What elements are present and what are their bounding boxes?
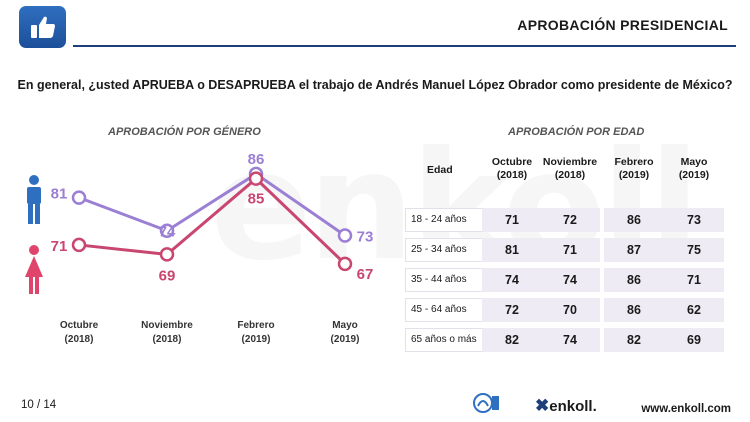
gender-line-chart: 81 74 86 73 71 69 85 67 Octubre (2018) Noviembre (… (25, 151, 374, 345)
k-mark-icon: ✖ (535, 396, 550, 415)
x-tick-label: Febrero (237, 320, 274, 331)
table-cell: 87 (604, 238, 664, 262)
col-header: Octubre (2018) (491, 156, 533, 181)
table-row: 65 años o más 82 74 82 69 (405, 328, 725, 352)
col-header: Febrero (2019) (614, 156, 654, 181)
series-line-1 (78, 176, 347, 265)
table-cell: 62 (664, 298, 724, 322)
table-cell: 74 (540, 268, 600, 292)
data-label: 81 (51, 186, 68, 203)
data-label: 85 (248, 191, 265, 208)
data-point (71, 190, 87, 205)
page-title: APROBACIÓN PRESIDENCIAL (517, 17, 728, 33)
data-label: 71 (51, 238, 68, 255)
survey-question: En general, ¿usted APRUEBA o DESAPRUEBA … (17, 78, 733, 92)
thumbs-up-icon (30, 16, 55, 38)
series-line-0 (78, 172, 346, 237)
data-point (71, 237, 87, 253)
age-table-title: APROBACIÓN POR EDAD (508, 126, 645, 138)
header-logo (19, 6, 66, 48)
col-header: Mayo (2019) (678, 156, 710, 181)
table-row: 18 - 24 años 71 72 86 73 (405, 208, 725, 232)
table-cell: 86 (604, 268, 664, 292)
table-cell: 81 (482, 238, 542, 262)
table-cell: 74 (540, 328, 600, 352)
x-tick-label: (2018) (153, 334, 182, 345)
table-cell: 72 (540, 208, 600, 232)
male-icon (27, 175, 41, 224)
page-number: 10 / 14 (21, 399, 57, 411)
data-label: 74 (159, 224, 176, 241)
data-point (159, 223, 175, 238)
table-row: 45 - 64 años 72 70 86 62 (405, 298, 725, 322)
brand-logo: ✖enkoll. (535, 396, 597, 415)
gender-chart-title: APROBACIÓN POR GÉNERO (108, 126, 261, 138)
data-point (337, 228, 353, 243)
data-label: 86 (248, 151, 265, 168)
data-point (248, 171, 264, 186)
table-cell: 70 (540, 298, 600, 322)
table-cell: 71 (482, 208, 542, 232)
table-row: 25 - 34 años 81 71 87 75 (405, 238, 725, 262)
website: www.enkoll.com (641, 403, 731, 415)
age-table-header: Edad Octubre (2018) Noviembre (2018) Febre… (405, 152, 725, 202)
table-cell: 86 (604, 208, 664, 232)
table-cell: 69 (664, 328, 724, 352)
header-rule (73, 45, 736, 47)
female-icon (25, 245, 43, 294)
x-tick-label: (2019) (331, 334, 360, 345)
x-tick-label: Mayo (332, 320, 358, 331)
table-cell: 71 (664, 268, 724, 292)
table-cell: 82 (604, 328, 664, 352)
table-row: 35 - 44 años 74 74 86 71 (405, 268, 725, 292)
data-point (337, 256, 353, 272)
table-cell: 86 (604, 298, 664, 322)
table-cell: 71 (540, 238, 600, 262)
data-label: 73 (357, 228, 374, 245)
x-tick-label: Octubre (60, 320, 99, 331)
table-cell: 72 (482, 298, 542, 322)
table-cell: 73 (664, 208, 724, 232)
col-header: Noviembre (2018) (542, 156, 598, 181)
table-cell: 82 (482, 328, 542, 352)
table-cell: 75 (664, 238, 724, 262)
data-label: 67 (357, 266, 374, 283)
row-header-label: Edad (427, 164, 453, 176)
data-label: 69 (159, 267, 176, 284)
partner-logo (473, 393, 499, 413)
x-tick-label: (2018) (65, 334, 94, 345)
data-point (159, 247, 175, 262)
table-cell: 74 (482, 268, 542, 292)
age-table: Edad Octubre (2018) Noviembre (2018) Febre… (405, 152, 725, 352)
x-tick-label: Noviembre (141, 320, 193, 331)
x-tick-label: (2019) (242, 334, 271, 345)
